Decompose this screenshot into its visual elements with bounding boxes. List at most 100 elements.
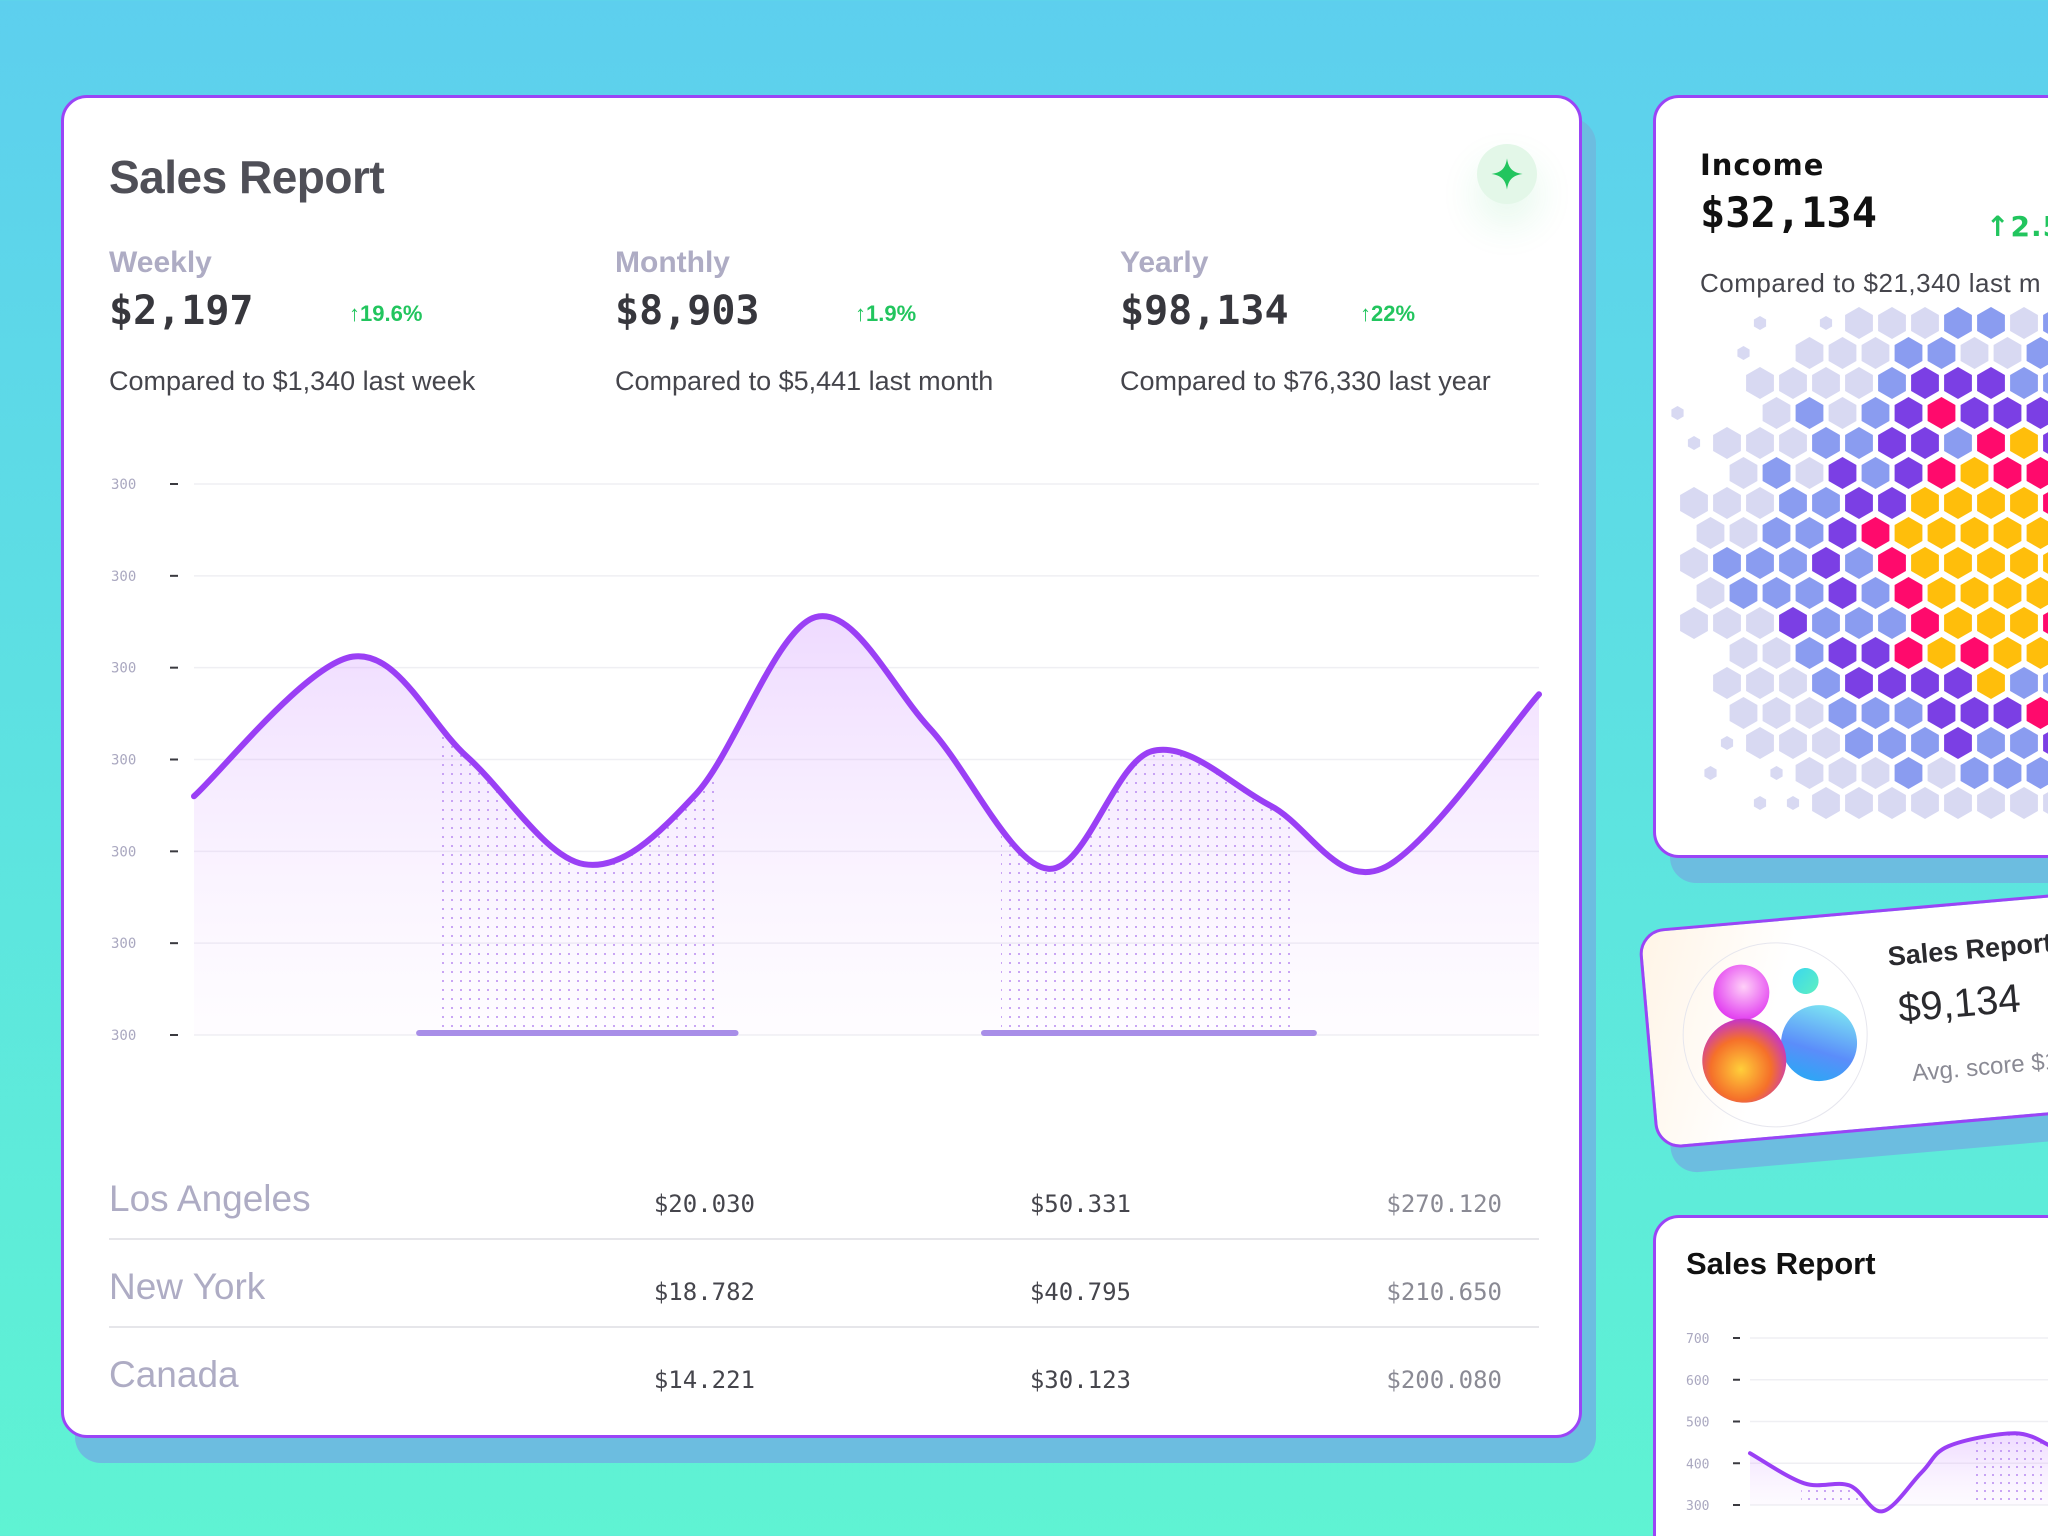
y-tick <box>1733 1337 1740 1339</box>
income-title: Income <box>1700 148 1825 182</box>
hex-cell <box>1878 547 1906 579</box>
y-tick-label: 300 <box>1686 1499 1709 1514</box>
hex-cell <box>2026 757 2048 789</box>
series-line <box>191 613 1542 876</box>
table-row-city: Los Angeles <box>109 1178 311 1219</box>
y-tick-label: 300 <box>111 1028 136 1044</box>
hex-cell <box>1927 337 1956 369</box>
hex-cell <box>2010 727 2038 759</box>
hex-cell <box>1911 727 1939 759</box>
hex-cell <box>1977 727 2005 759</box>
period-label: Monthly <box>615 246 730 279</box>
hex-cell <box>1845 307 1873 339</box>
hex-cell <box>1927 577 1956 609</box>
hex-cell <box>1845 667 1873 699</box>
hex-cell <box>1762 697 1791 729</box>
sparkle-button[interactable] <box>1477 144 1537 204</box>
hex-cell <box>1753 316 1767 330</box>
table-cell: $14.221 <box>653 1366 755 1394</box>
hex-cell <box>1713 607 1741 639</box>
y-tick <box>1733 1504 1740 1506</box>
hex-cell <box>1944 367 1972 399</box>
hex-cell <box>1944 667 1972 699</box>
sparkle-icon <box>1491 158 1523 190</box>
highlight-range-bar[interactable] <box>416 1030 739 1036</box>
hex-cell <box>1911 307 1939 339</box>
hex-cell <box>1746 607 1774 639</box>
hex-cell <box>2010 307 2038 339</box>
hex-cell <box>1746 547 1774 579</box>
hex-cell <box>1845 787 1873 819</box>
hex-cell <box>1977 667 2005 699</box>
highlight-range-bar[interactable] <box>981 1030 1317 1036</box>
hex-cell <box>1993 757 2022 789</box>
y-tick-label: 300 <box>111 753 136 769</box>
hex-cell <box>1861 337 1890 369</box>
hex-cell <box>2043 492 2048 514</box>
hex-cell <box>2026 637 2048 669</box>
y-tick <box>170 666 178 669</box>
hex-cell <box>1927 637 1956 669</box>
hex-cell <box>1828 757 1857 789</box>
hex-cell <box>1977 487 2005 519</box>
hex-cell <box>1779 667 1807 699</box>
hex-cell <box>1977 607 2005 639</box>
hex-cell <box>1696 577 1725 609</box>
table-row-city: Canada <box>109 1354 239 1395</box>
highlight-region[interactable] <box>436 434 719 1035</box>
mini-sales-card: Sales Report 700 600 500 400 300 <box>1653 1215 2048 1536</box>
hex-cell <box>1944 607 1972 639</box>
hex-cell <box>1680 547 1708 579</box>
hex-cell <box>1845 487 1873 519</box>
hex-cell <box>1911 427 1939 459</box>
table-cell: $200.080 <box>1386 1366 1502 1394</box>
hex-cell <box>1762 457 1791 489</box>
hex-cell <box>1960 637 1989 669</box>
hex-cell <box>1927 397 1956 429</box>
hex-cell <box>1828 397 1857 429</box>
hex-cell <box>2026 337 2048 369</box>
hex-cell <box>1779 367 1807 399</box>
hex-cell <box>1779 727 1807 759</box>
hex-cell <box>1812 787 1840 819</box>
hex-cell <box>1680 487 1708 519</box>
hex-cell <box>1687 436 1701 450</box>
hex-cell <box>1878 487 1906 519</box>
hex-cell <box>1845 727 1873 759</box>
table-cell: $270.120 <box>1386 1190 1502 1218</box>
y-tick <box>170 1034 178 1036</box>
table-divider <box>109 1238 1539 1240</box>
hex-cell <box>1911 547 1939 579</box>
hex-cell <box>1927 517 1956 549</box>
hex-cell <box>1746 667 1774 699</box>
hex-cell <box>1993 337 2022 369</box>
hex-cell <box>2010 487 2038 519</box>
table-cell: $18.782 <box>653 1278 755 1306</box>
hex-cell <box>1729 637 1758 669</box>
score-title: Sales Report <box>1886 927 2048 972</box>
hex-cell <box>1770 766 1783 780</box>
y-tick-label: 300 <box>111 569 136 585</box>
hex-cell <box>2043 672 2048 694</box>
highlight-region[interactable] <box>1801 1288 1871 1505</box>
highlight-region[interactable] <box>1975 1288 2048 1505</box>
hex-cell <box>1680 607 1708 639</box>
hex-cell <box>1993 517 2022 549</box>
y-tick-label: 400 <box>1686 1457 1709 1472</box>
table-row-city: New York <box>109 1266 266 1307</box>
hex-cell <box>1894 457 1923 489</box>
hex-cell <box>1704 766 1717 780</box>
sales-report-card: Sales Report Weekly $2,197 ↑19.6% Compared … <box>61 95 1582 1438</box>
y-tick <box>170 758 178 761</box>
hex-cell <box>1845 607 1873 639</box>
hex-cell <box>1911 667 1939 699</box>
y-tick-label: 600 <box>1686 1374 1709 1389</box>
hex-cell <box>1812 607 1840 639</box>
hex-cell <box>1911 487 1939 519</box>
highlight-region[interactable] <box>1001 434 1297 1035</box>
hex-cell <box>1878 787 1906 819</box>
hex-cell <box>1845 547 1873 579</box>
period-comparison: Compared to $1,340 last week <box>109 366 476 396</box>
hex-cell <box>1993 697 2022 729</box>
hex-cell <box>1812 547 1840 579</box>
